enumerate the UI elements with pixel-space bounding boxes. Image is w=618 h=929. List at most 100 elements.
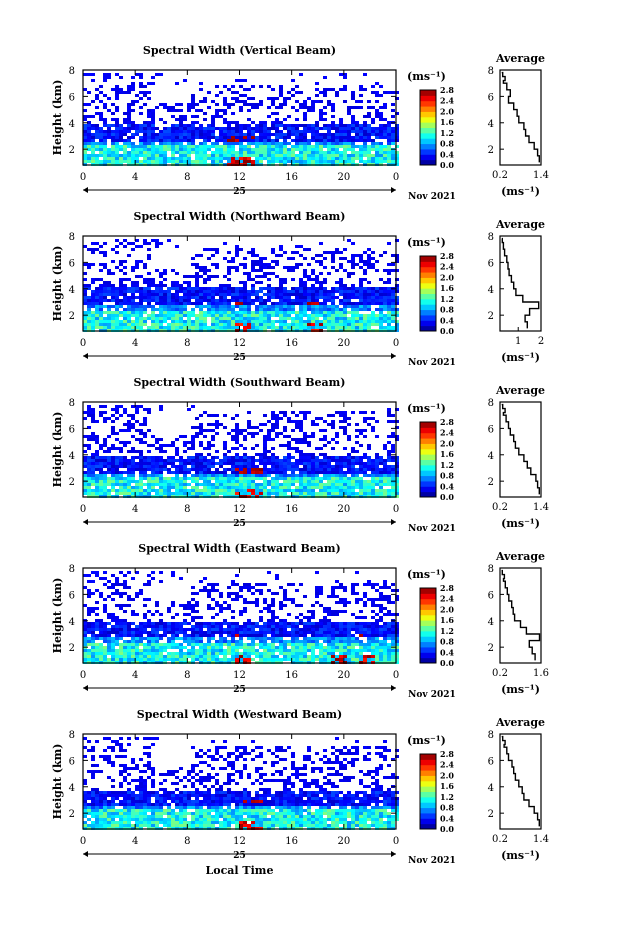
heatmap-cell	[123, 619, 127, 622]
heatmap-cell	[191, 308, 195, 311]
heatmap-cell	[87, 643, 91, 646]
heatmap-cell	[319, 492, 323, 495]
heatmap-cell	[211, 486, 215, 489]
heatmap-cell	[363, 483, 367, 486]
heatmap-cell	[155, 296, 159, 299]
heatmap-cell	[319, 477, 323, 480]
heatmap-cell	[291, 106, 295, 109]
heatmap-cell	[287, 130, 291, 133]
heatmap-cell	[91, 115, 95, 118]
heatmap-cell	[239, 299, 243, 302]
heatmap-cell	[219, 160, 223, 163]
heatmap-cell	[127, 317, 131, 320]
heatmap-cell	[387, 157, 391, 160]
heatmap-cell	[231, 435, 235, 438]
heatmap-cell	[263, 453, 267, 456]
heatmap-cell	[351, 302, 355, 305]
heatmap-cell	[111, 142, 115, 145]
heatmap-cell	[387, 414, 391, 417]
heatmap-cell	[267, 154, 271, 157]
heatmap-cell	[303, 417, 307, 420]
heatmap-cell	[99, 444, 103, 447]
colorbar-tick-label: 0.4	[440, 149, 454, 159]
heatmap-cell	[103, 489, 107, 492]
heatmap-cell	[143, 474, 147, 477]
heatmap-cell	[267, 130, 271, 133]
heatmap-cell	[187, 109, 191, 112]
heatmap-cell	[367, 157, 371, 160]
heatmap-cell	[207, 124, 211, 127]
heatmap-cell	[243, 154, 247, 157]
heatmap-cell	[87, 652, 91, 655]
heatmap-cell	[287, 299, 291, 302]
heatmap-cell	[219, 305, 223, 308]
heatmap-cell	[307, 151, 311, 154]
heatmap-cell	[127, 649, 131, 652]
heatmap-cell	[195, 266, 199, 269]
heatmap-cell	[279, 254, 283, 257]
heatmap-cell	[287, 483, 291, 486]
heatmap-cell	[119, 474, 123, 477]
heatmap-cell	[99, 595, 103, 598]
heatmap-cell	[139, 622, 143, 625]
heatmap-cell	[191, 631, 195, 634]
heatmap-cell	[339, 420, 343, 423]
heatmap-cell	[143, 465, 147, 468]
heatmap-cell	[395, 302, 399, 305]
heatmap-cell	[231, 112, 235, 115]
heatmap-cell	[143, 266, 147, 269]
heatmap-cell	[119, 592, 123, 595]
heatmap-cell	[207, 462, 211, 465]
heatmap-cell	[367, 145, 371, 148]
heatmap-cell	[299, 489, 303, 492]
heatmap-cell	[131, 160, 135, 163]
heatmap-cell	[151, 296, 155, 299]
heatmap-cell	[183, 127, 187, 130]
heatmap-cell	[87, 658, 91, 661]
heatmap-cell	[267, 145, 271, 148]
heatmap-cell	[367, 290, 371, 293]
heatmap-cell	[335, 483, 339, 486]
heatmap-cell	[187, 302, 191, 305]
heatmap-cell	[267, 492, 271, 495]
heatmap-cell	[183, 320, 187, 323]
heatmap-cell	[119, 480, 123, 483]
heatmap-cell	[239, 127, 243, 130]
heatmap-cell	[139, 308, 143, 311]
heatmap-cell	[195, 275, 199, 278]
heatmap-cell	[343, 417, 347, 420]
heatmap-cell	[263, 423, 267, 426]
heatmap-cell	[311, 296, 315, 299]
heatmap-cell	[243, 151, 247, 154]
heatmap-cell	[231, 462, 235, 465]
heatmap-cell	[147, 130, 151, 133]
heatmap-cell	[331, 254, 335, 257]
heatmap-cell	[307, 139, 311, 142]
heatmap-cell	[395, 477, 399, 480]
heatmap-cell	[143, 583, 147, 586]
heatmap-cell	[115, 616, 119, 619]
heatmap-cell	[299, 420, 303, 423]
heatmap-cell	[83, 411, 87, 414]
heatmap-cell	[355, 106, 359, 109]
heatmap-cell	[331, 426, 335, 429]
heatmap-cell	[351, 323, 355, 326]
heatmap-cell	[155, 610, 159, 613]
heatmap-cell	[295, 145, 299, 148]
heatmap-cell	[315, 275, 319, 278]
heatmap-cell	[247, 145, 251, 148]
heatmap-cell	[275, 133, 279, 136]
heatmap-cell	[307, 148, 311, 151]
heatmap-cell	[347, 471, 351, 474]
heatmap-cell	[127, 302, 131, 305]
heatmap-cell	[271, 311, 275, 314]
heatmap-cell	[119, 429, 123, 432]
heatmap-cell	[103, 625, 107, 628]
heatmap-cell	[383, 124, 387, 127]
heatmap-cell	[215, 151, 219, 154]
heatmap-cell	[227, 121, 231, 124]
heatmap-cell	[183, 604, 187, 607]
heatmap-cell	[171, 646, 175, 649]
heatmap-cell	[303, 486, 307, 489]
heatmap-cell	[375, 420, 379, 423]
